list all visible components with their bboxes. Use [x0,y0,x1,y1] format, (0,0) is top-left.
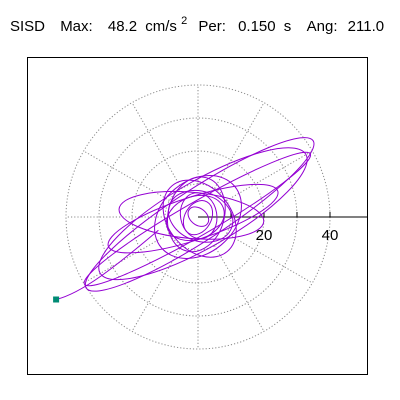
axis-group [198,212,367,218]
trace-lobe-8 [167,189,234,243]
trace-lobe-5 [154,175,242,259]
grid-spoke-330 [226,233,313,284]
trace-tail [55,229,159,300]
ang-label: Ang: [307,18,338,35]
plot-svg: 20 40 [53,84,367,350]
trace-lobe-12 [187,206,210,227]
grid-spoke-300 [214,245,265,332]
trace-lobe-0 [84,137,315,292]
component-label: SISD [10,18,45,35]
tick-label-group: 20 40 [256,227,339,244]
trace-lobe-2 [98,147,308,281]
svg-text:SISD Max: 48.2: SISD Max: 48.2 cm/s 2 Per: 0.150 s Ang: … [10,11,384,35]
plot-area: 20 40 [27,57,368,375]
max-unit-exponent: 2 [181,15,187,27]
grid-spoke-150 [83,150,170,201]
trace-lobe-11 [182,200,214,236]
per-unit: s [284,18,292,35]
x-tick-label-40: 40 [322,227,339,244]
x-tick-label-20: 20 [256,227,273,244]
ang-value: 211.0 [348,18,384,35]
max-unit: cm/s [145,18,177,35]
trace-lobe-10 [179,192,218,240]
per-label: Per: [198,18,226,35]
chart-header: SISD Max: 48.2 cm/s 2 Per: 0.150 s Ang: … [0,0,400,44]
trace-end-marker [53,296,60,303]
marker-group [53,296,60,303]
max-label: Max: [60,18,93,35]
trace-group [55,137,315,300]
grid-spoke-60 [214,102,265,189]
header-svg: SISD Max: 48.2 cm/s 2 Per: 0.150 s Ang: … [10,11,384,35]
grid-spoke-210 [83,233,170,284]
grid-spoke-240 [131,245,182,332]
max-value: 48.2 [108,18,137,35]
trace-lobe-1 [83,151,312,287]
grid-spoke-30 [226,150,313,201]
grid-spoke-120 [131,102,182,189]
per-value: 0.150 [238,18,276,35]
trace-lobe-7 [167,176,226,253]
